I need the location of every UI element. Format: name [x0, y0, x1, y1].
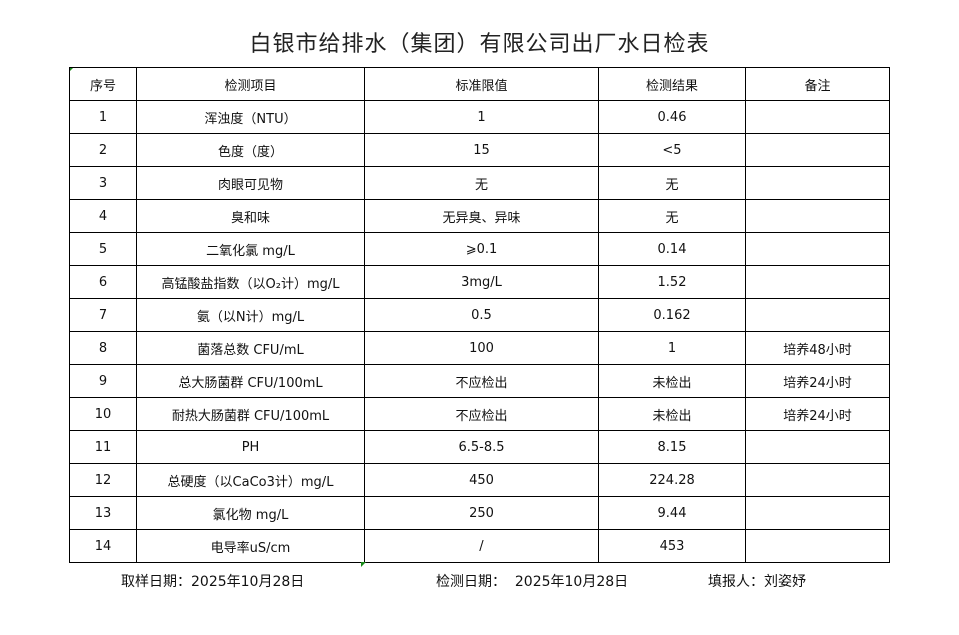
header-cell: 备注 — [745, 67, 890, 101]
table-row: 10 耐热大肠菌群 CFU/100mL 不应检出 未检出 培养24小时 — [69, 397, 890, 431]
test-item: 氯化物 mg/L — [136, 496, 365, 530]
standard-limit: 不应检出 — [364, 397, 599, 431]
test-result: 1 — [598, 331, 746, 365]
remark: 培养24小时 — [745, 397, 890, 431]
remark — [745, 463, 890, 497]
standard-limit: 0.5 — [364, 298, 599, 332]
remark — [745, 199, 890, 233]
remark — [745, 298, 890, 332]
test-result: 0.14 — [598, 232, 746, 266]
test-item: 总硬度（以CaCo3计）mg/L — [136, 463, 365, 497]
standard-limit: 3mg/L — [364, 265, 599, 299]
row-number: 8 — [69, 331, 137, 365]
test-result: 224.28 — [598, 463, 746, 497]
table-row: 2 色度（度） 15 <5 — [69, 133, 890, 167]
row-number: 3 — [69, 166, 137, 200]
sample-date: 取样日期：2025年10月28日 — [121, 574, 305, 590]
standard-limit: 250 — [364, 496, 599, 530]
test-result: 未检出 — [598, 364, 746, 398]
table-row: 7 氨（以N计）mg/L 0.5 0.162 — [69, 298, 890, 332]
remark — [745, 529, 890, 563]
row-number: 13 — [69, 496, 137, 530]
remark — [745, 133, 890, 167]
row-number: 2 — [69, 133, 137, 167]
header-cell: 检测项目 — [136, 67, 365, 101]
test-item: 总大肠菌群 CFU/100mL — [136, 364, 365, 398]
standard-limit: 不应检出 — [364, 364, 599, 398]
test-date: 检测日期： 2025年10月28日 — [436, 574, 629, 590]
table-row: 8 菌落总数 CFU/mL 100 1 培养48小时 — [69, 331, 890, 365]
row-number: 4 — [69, 199, 137, 233]
standard-limit: 100 — [364, 331, 599, 365]
header-cell: 标准限值 — [364, 67, 599, 101]
table-row: 9 总大肠菌群 CFU/100mL 不应检出 未检出 培养24小时 — [69, 364, 890, 398]
remark — [745, 166, 890, 200]
test-result: 0.162 — [598, 298, 746, 332]
reporter: 填报人：刘姿妤 — [708, 574, 806, 590]
test-item: 高锰酸盐指数（以O₂计）mg/L — [136, 265, 365, 299]
remark — [745, 100, 890, 134]
row-number: 14 — [69, 529, 137, 563]
cell-marker — [361, 562, 366, 567]
row-number: 6 — [69, 265, 137, 299]
standard-limit: 无 — [364, 166, 599, 200]
table-row: 5 二氧化氯 mg/L ⩾0.1 0.14 — [69, 232, 890, 266]
standard-limit: 1 — [364, 100, 599, 134]
table-row: 3 肉眼可见物无无 — [69, 166, 890, 200]
row-number: 7 — [69, 298, 137, 332]
table-row: 14 电导率uS/cm/453 — [69, 529, 890, 563]
test-item: 肉眼可见物 — [136, 166, 365, 200]
test-item: 浑浊度（NTU） — [136, 100, 365, 134]
test-result: 453 — [598, 529, 746, 563]
test-result: 未检出 — [598, 397, 746, 431]
row-number: 12 — [69, 463, 137, 497]
test-item: 电导率uS/cm — [136, 529, 365, 563]
standard-limit: 无异臭、异味 — [364, 199, 599, 233]
table-row: 13 氯化物 mg/L 250 9.44 — [69, 496, 890, 530]
test-item: 臭和味 — [136, 199, 365, 233]
header-row: 序号 检测项目 标准限值 检测结果 备注 — [69, 67, 890, 101]
table-row: 1 浑浊度（NTU） 1 0.46 — [69, 100, 890, 134]
test-result: 1.52 — [598, 265, 746, 299]
table-row: 11 PH 6.5-8.5 8.15 — [69, 430, 890, 464]
remark — [745, 496, 890, 530]
header-cell: 检测结果 — [598, 67, 746, 101]
test-item: 色度（度） — [136, 133, 365, 167]
test-result: <5 — [598, 133, 746, 167]
test-item: PH — [136, 430, 365, 464]
test-result: 9.44 — [598, 496, 746, 530]
remark — [745, 430, 890, 464]
remark — [745, 265, 890, 299]
remark: 培养48小时 — [745, 331, 890, 365]
test-item: 氨（以N计）mg/L — [136, 298, 365, 332]
row-number: 10 — [69, 397, 137, 431]
standard-limit: 15 — [364, 133, 599, 167]
row-number: 9 — [69, 364, 137, 398]
inspection-table: 序号 检测项目 标准限值 检测结果 备注 1 浑浊度（NTU） 1 0.46 2 色度（度… — [69, 67, 890, 563]
row-number: 11 — [69, 430, 137, 464]
table-row: 6 高锰酸盐指数（以O₂计）mg/L 3mg/L 1.52 — [69, 265, 890, 299]
remark: 培养24小时 — [745, 364, 890, 398]
row-number: 1 — [69, 100, 137, 134]
test-result: 无 — [598, 199, 746, 233]
test-result: 8.15 — [598, 430, 746, 464]
test-item: 二氧化氯 mg/L — [136, 232, 365, 266]
test-result: 0.46 — [598, 100, 746, 134]
table-row: 12 总硬度（以CaCo3计）mg/L 450 224.28 — [69, 463, 890, 497]
test-item: 菌落总数 CFU/mL — [136, 331, 365, 365]
test-item: 耐热大肠菌群 CFU/100mL — [136, 397, 365, 431]
row-number: 5 — [69, 232, 137, 266]
test-result: 无 — [598, 166, 746, 200]
standard-limit: / — [364, 529, 599, 563]
page-title: 白银市给排水（集团）有限公司出厂水日检表 — [249, 32, 710, 57]
standard-limit: 450 — [364, 463, 599, 497]
standard-limit: 6.5-8.5 — [364, 430, 599, 464]
table-row: 4 臭和味 无异臭、异味无 — [69, 199, 890, 233]
header-cell: 序号 — [69, 67, 137, 101]
standard-limit: ⩾0.1 — [364, 232, 599, 266]
remark — [745, 232, 890, 266]
